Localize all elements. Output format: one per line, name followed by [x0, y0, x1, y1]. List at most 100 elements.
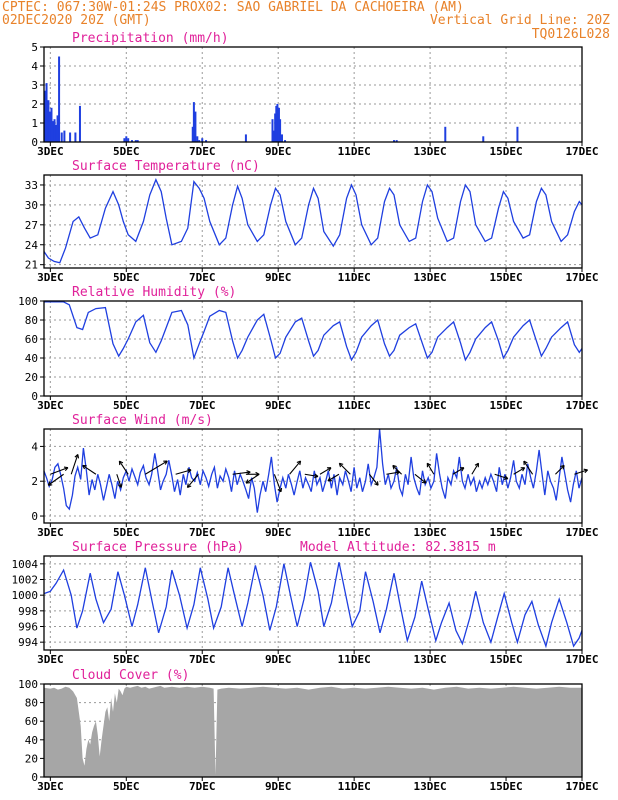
wind-arrow-head [520, 467, 526, 472]
x-tick-label: 5DEC [113, 526, 140, 539]
y-tick-label: 20 [25, 371, 38, 384]
x-tick-label: 11DEC [338, 399, 371, 412]
wind-arrow-shaft [273, 474, 282, 493]
wind-arrow-head [186, 483, 192, 488]
precip-bar [191, 126, 194, 142]
wind-arrow-shaft [523, 460, 534, 475]
wind-arrow-shaft [118, 460, 129, 475]
wind-arrow [175, 468, 192, 475]
precip-bar [56, 115, 59, 142]
wind-arrow [338, 462, 351, 475]
wind-arrow-head [474, 462, 480, 468]
wind-arrow-shaft [494, 473, 509, 480]
x-tick-label: 13DEC [414, 145, 447, 158]
precip-bar [279, 119, 282, 142]
wind-arrow-head [421, 479, 427, 484]
x-tick-label: 17DEC [565, 145, 598, 158]
wind-arrow [523, 460, 534, 475]
wind-arrow [273, 474, 283, 493]
x-tick-label: 13DEC [414, 399, 447, 412]
panel-subtitle: Model Altitude: 82.3815 m [300, 540, 496, 555]
panel-title: Surface Pressure (hPa) [72, 540, 244, 555]
x-tick-label: 17DEC [565, 653, 598, 666]
y-tick-label: 5 [31, 41, 38, 54]
x-tick-label: 11DEC [338, 780, 371, 793]
precip-bar [130, 140, 133, 142]
wind-arrow [144, 460, 168, 475]
x-tick-label: 13DEC [414, 526, 447, 539]
wind-arrow [116, 474, 123, 488]
panel-5: Surface Pressure (hPa) Model Altitude: 82… [12, 540, 599, 666]
wind-arrow-shaft [289, 460, 302, 475]
precip-bar [52, 121, 55, 142]
precip-bar [127, 138, 130, 142]
series-line [43, 178, 583, 264]
wind-arrow [289, 460, 302, 475]
x-tick-label: 7DEC [189, 653, 216, 666]
wind-arrow [426, 462, 435, 475]
wind-arrow [304, 473, 319, 479]
wind-arrow-head [426, 462, 432, 468]
precip-bar [244, 134, 247, 142]
series-line [43, 428, 583, 513]
y-tick-label: 27 [25, 219, 38, 232]
x-tick-label: 17DEC [565, 780, 598, 793]
y-tick-label: 4 [31, 440, 38, 453]
wind-arrow-shaft [116, 474, 122, 488]
wind-arrow-shaft [50, 467, 69, 475]
wind-arrow [414, 473, 427, 484]
panel-4: Surface Wind (m/s) 0 2 4 3DEC 5DEC 7DEC 9DEC 11D… [31, 413, 598, 539]
y-tick-label: 4 [31, 60, 38, 73]
wind-arrow [82, 464, 97, 475]
wind-arrow [392, 464, 403, 475]
precip-bar [274, 113, 277, 142]
wind-arrow [118, 460, 129, 475]
y-tick-label: 20 [25, 752, 38, 765]
wind-arrow-shaft [327, 473, 340, 482]
precip-bar [276, 104, 279, 142]
precip-bar [516, 126, 519, 142]
wind-arrow [555, 464, 565, 475]
x-tick-label: 13DEC [414, 653, 447, 666]
x-tick-label: 13DEC [414, 780, 447, 793]
precip-bar [280, 134, 283, 142]
series-line [43, 562, 583, 649]
precip-bar [48, 111, 51, 142]
precip-bar [45, 83, 48, 142]
x-tick-label: 17DEC [565, 399, 598, 412]
y-tick-label: 24 [25, 239, 39, 252]
x-tick-label: 5DEC [113, 780, 140, 793]
x-tick-label: 5DEC [113, 399, 140, 412]
y-tick-label: 0 [31, 136, 38, 149]
y-tick-label: 40 [25, 734, 38, 747]
x-tick-label: 11DEC [338, 653, 371, 666]
panel-title: Cloud Cover (%) [72, 668, 189, 683]
wind-arrow-shaft [414, 473, 427, 484]
precip-bar [275, 105, 278, 142]
wind-arrow-head [63, 466, 69, 472]
wind-arrow [47, 473, 64, 486]
wind-arrow [319, 467, 332, 475]
wind-arrow-head [583, 468, 589, 474]
wind-arrow-head [392, 464, 397, 470]
y-tick-label: 994 [18, 636, 38, 649]
y-tick-label: 100 [18, 295, 38, 308]
panel-frame [43, 46, 583, 143]
x-tick-label: 15DEC [489, 399, 522, 412]
wind-arrow-shaft [319, 467, 332, 475]
x-tick-label: 9DEC [265, 526, 292, 539]
panel-frame [43, 555, 583, 651]
precip-bar [444, 126, 447, 142]
wind-arrow-shaft [555, 465, 565, 475]
wind-arrow-shaft [338, 462, 351, 475]
x-tick-label: 15DEC [489, 526, 522, 539]
precip-bar [201, 138, 204, 142]
x-tick-label: 3DEC [37, 780, 64, 793]
y-tick-label: 0 [31, 771, 38, 784]
wind-arrow-shaft [426, 462, 435, 475]
y-tick-label: 3 [31, 79, 38, 92]
wind-arrow [186, 473, 199, 488]
wind-arrow-head [82, 464, 87, 470]
panel-frame [43, 174, 583, 269]
precip-bar [196, 136, 199, 142]
